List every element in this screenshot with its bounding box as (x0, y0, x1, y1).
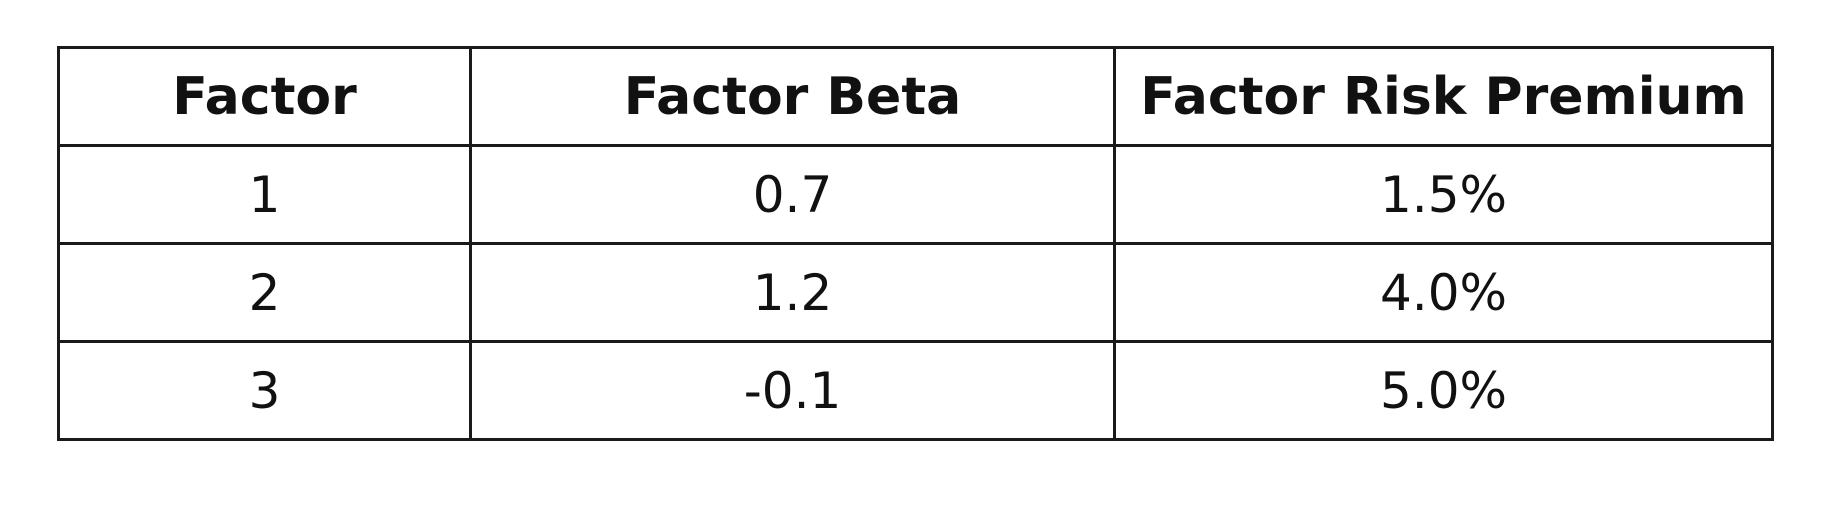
cell-factor-risk-premium: 4.0% (1113, 242, 1774, 343)
cell-factor: 1 (57, 144, 472, 245)
factor-table-container: Factor Factor Beta Factor Risk Premium 1… (57, 46, 1774, 441)
cell-factor-beta: 0.7 (469, 144, 1116, 245)
cell-factor: 3 (57, 340, 472, 441)
cell-factor-risk-premium: 5.0% (1113, 340, 1774, 441)
table-header-row: Factor Factor Beta Factor Risk Premium (57, 46, 1774, 147)
header-factor-beta: Factor Beta (469, 46, 1116, 147)
header-factor-risk-premium: Factor Risk Premium (1113, 46, 1774, 147)
table-row: 3 -0.1 5.0% (57, 340, 1774, 441)
table-row: 1 0.7 1.5% (57, 144, 1774, 245)
cell-factor-beta: 1.2 (469, 242, 1116, 343)
table-row: 2 1.2 4.0% (57, 242, 1774, 343)
cell-factor-risk-premium: 1.5% (1113, 144, 1774, 245)
cell-factor: 2 (57, 242, 472, 343)
cell-factor-beta: -0.1 (469, 340, 1116, 441)
header-factor: Factor (57, 46, 472, 147)
factor-table: Factor Factor Beta Factor Risk Premium 1… (57, 46, 1774, 441)
